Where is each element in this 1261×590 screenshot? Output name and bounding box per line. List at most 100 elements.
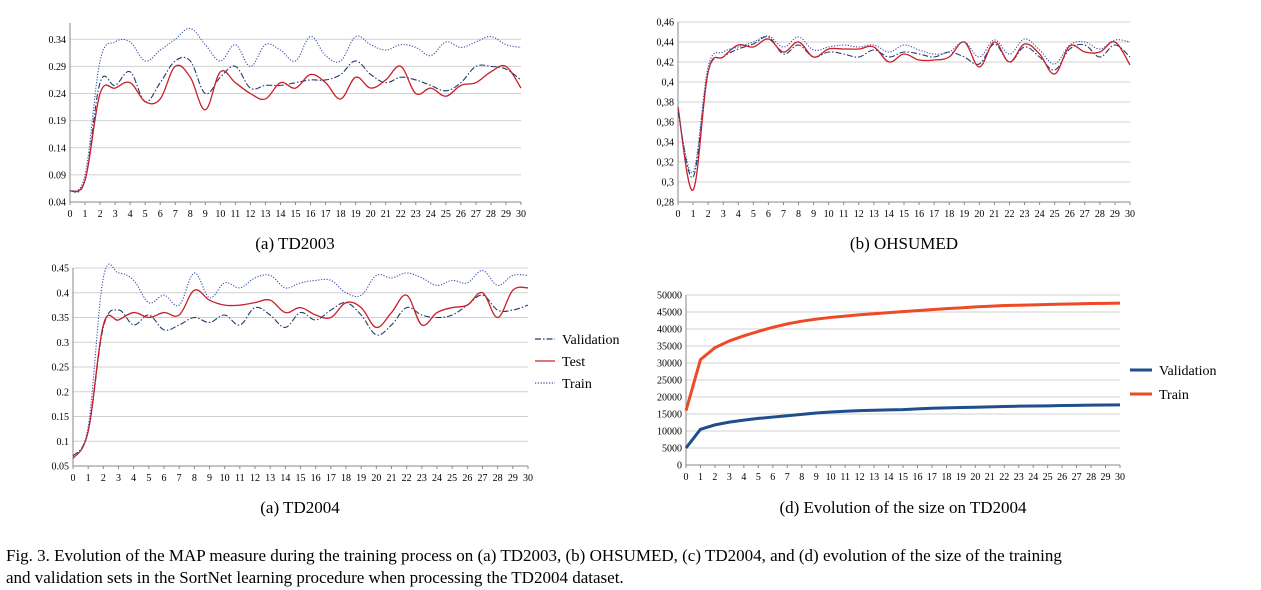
y-tick-label: 45000 — [657, 308, 682, 319]
x-tick-label: 11 — [231, 209, 241, 220]
x-tick-label: 8 — [799, 472, 804, 483]
x-tick-label: 6 — [162, 473, 167, 484]
x-tick-label: 11 — [840, 472, 850, 483]
x-tick-label: 25 — [447, 473, 457, 484]
y-tick-label: 0 — [677, 461, 682, 472]
x-tick-label: 2 — [98, 209, 103, 220]
x-tick-label: 2 — [101, 473, 106, 484]
x-tick-label: 10 — [220, 473, 230, 484]
x-tick-label: 16 — [311, 473, 321, 484]
series-line-train — [72, 263, 529, 457]
x-tick-label: 20 — [970, 472, 980, 483]
x-tick-label: 22 — [402, 473, 412, 484]
y-tick-label: 0.3 — [57, 338, 70, 349]
chart-title: (a) TD2003 — [255, 234, 334, 253]
x-tick-label: 24 — [1035, 209, 1045, 220]
x-tick-label: 29 — [501, 209, 511, 220]
x-tick-label: 17 — [321, 209, 331, 220]
x-tick-label: 28 — [1086, 472, 1096, 483]
x-tick-label: 1 — [83, 209, 88, 220]
figure-caption-line-1: Fig. 3. Evolution of the MAP measure dur… — [6, 546, 1062, 565]
x-tick-label: 12 — [250, 473, 260, 484]
x-tick-label: 19 — [956, 472, 966, 483]
y-tick-label: 0.34 — [49, 35, 67, 46]
x-tick-label: 26 — [462, 473, 472, 484]
x-tick-label: 20 — [974, 209, 984, 220]
x-tick-label: 28 — [493, 473, 503, 484]
x-tick-label: 18 — [944, 209, 954, 220]
y-tick-label: 40000 — [657, 325, 682, 336]
y-tick-label: 0.19 — [49, 116, 67, 127]
y-tick-label: 30000 — [657, 359, 682, 370]
y-tick-label: 35000 — [657, 342, 682, 353]
x-tick-label: 4 — [128, 209, 133, 220]
chart-c: 0.050.10.150.20.250.30.350.40.450 1 2 3 4 5 6 7… — [52, 264, 620, 518]
y-tick-label: 25000 — [657, 376, 682, 387]
y-tick-label: 0,3 — [662, 178, 675, 189]
x-tick-label: 15 — [898, 472, 908, 483]
x-tick-label: 16 — [914, 209, 924, 220]
x-tick-label: 21 — [381, 209, 391, 220]
x-tick-label: 7 — [173, 209, 178, 220]
x-tick-label: 6 — [766, 209, 771, 220]
x-tick-label: 24 — [426, 209, 436, 220]
x-tick-label: 12 — [854, 209, 864, 220]
x-tick-label: 21 — [387, 473, 397, 484]
x-tick-label: 27 — [478, 473, 488, 484]
x-tick-label: 14 — [275, 209, 285, 220]
figure-caption-line-2: and validation sets in the SortNet learn… — [6, 568, 624, 587]
y-tick-label: 0.24 — [49, 89, 67, 100]
x-tick-label: 13 — [260, 209, 270, 220]
y-tick-label: 0.04 — [49, 198, 67, 209]
x-tick-label: 9 — [207, 473, 212, 484]
x-tick-label: 5 — [143, 209, 148, 220]
y-tick-label: 0.29 — [49, 62, 67, 73]
x-tick-label: 29 — [1101, 472, 1111, 483]
x-tick-label: 11 — [839, 209, 849, 220]
x-tick-label: 7 — [785, 472, 790, 483]
y-tick-label: 20000 — [657, 393, 682, 404]
x-tick-label: 9 — [203, 209, 208, 220]
x-tick-label: 12 — [855, 472, 865, 483]
x-tick-label: 0 — [684, 472, 689, 483]
x-tick-label: 16 — [912, 472, 922, 483]
x-tick-label: 28 — [486, 209, 496, 220]
series-line-train — [69, 27, 522, 192]
x-tick-label: 7 — [177, 473, 182, 484]
x-tick-label: 1 — [691, 209, 696, 220]
x-tick-label: 18 — [341, 473, 351, 484]
x-tick-label: 8 — [796, 209, 801, 220]
y-tick-label: 0,36 — [657, 118, 675, 129]
x-tick-label: 5 — [146, 473, 151, 484]
x-tick-label: 23 — [417, 473, 427, 484]
y-tick-label: 15000 — [657, 410, 682, 421]
x-tick-label: 14 — [884, 472, 894, 483]
x-tick-label: 21 — [985, 472, 995, 483]
x-tick-label: 13 — [869, 209, 879, 220]
x-tick-label: 29 — [508, 473, 518, 484]
x-tick-label: 13 — [869, 472, 879, 483]
x-tick-label: 0 — [71, 473, 76, 484]
x-tick-label: 23 — [1020, 209, 1030, 220]
y-tick-label: 0,38 — [657, 98, 675, 109]
x-tick-label: 11 — [235, 473, 245, 484]
x-tick-label: 12 — [245, 209, 255, 220]
chart-d: 0 5000 10000 15000 20000 25000 30000 35000 40000… — [657, 291, 1217, 518]
x-tick-label: 10 — [826, 472, 836, 483]
y-tick-label: 0.14 — [49, 143, 67, 154]
chart-title: (a) TD2004 — [260, 498, 340, 517]
y-tick-label: 0.1 — [57, 437, 70, 448]
x-tick-label: 3 — [727, 472, 732, 483]
x-tick-label: 4 — [736, 209, 741, 220]
x-tick-label: 25 — [1043, 472, 1053, 483]
x-tick-label: 26 — [456, 209, 466, 220]
x-tick-label: 17 — [927, 472, 937, 483]
legend-label: Test — [562, 355, 585, 370]
legend-label: Validation — [1159, 364, 1217, 379]
x-tick-label: 0 — [676, 209, 681, 220]
x-tick-label: 22 — [396, 209, 406, 220]
x-tick-label: 28 — [1095, 209, 1105, 220]
y-tick-label: 0.05 — [52, 462, 70, 473]
x-tick-label: 23 — [1014, 472, 1024, 483]
series-line-validation — [69, 56, 522, 193]
